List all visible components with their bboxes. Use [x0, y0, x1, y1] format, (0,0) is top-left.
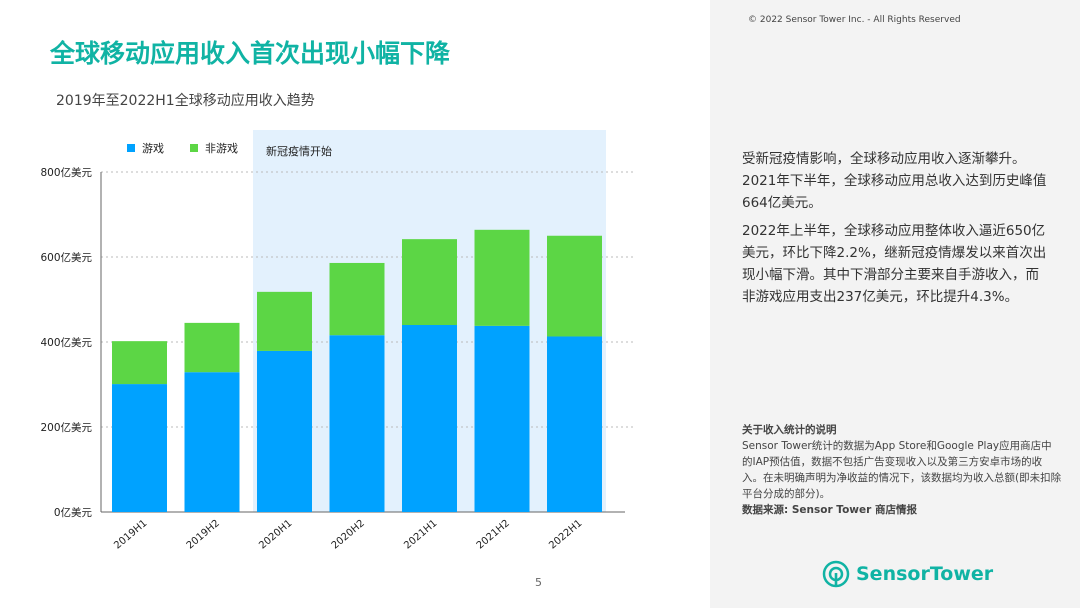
legend-non-games-swatch — [190, 144, 198, 152]
bar-games — [547, 336, 602, 512]
sensor-tower-logo: SensorTower — [822, 560, 993, 588]
bar-non-games — [329, 262, 385, 336]
bar-games — [474, 325, 530, 512]
note-source: 数据来源: Sensor Tower 商店情报 — [742, 504, 917, 516]
note-body: Sensor Tower统计的数据为App Store和Google Play应… — [742, 440, 1062, 500]
x-tick-label: 2020H1 — [257, 518, 294, 552]
x-tick-label: 2022H1 — [547, 518, 584, 552]
bar-games — [112, 384, 167, 512]
x-tick-label: 2021H2 — [475, 518, 512, 552]
legend-games-swatch — [127, 144, 135, 152]
page-title: 全球移动应用收入首次出现小幅下降 — [50, 39, 451, 68]
x-tick-label: 2021H1 — [402, 518, 439, 552]
logo-text: SensorTower — [856, 563, 994, 585]
bar-non-games — [257, 291, 312, 351]
chart-subtitle: 2019年至2022H1全球移动应用收入趋势 — [56, 93, 315, 109]
page-number: 5 — [535, 576, 542, 589]
sensor-tower-logo-icon — [822, 560, 850, 588]
bar-games — [257, 350, 312, 512]
x-tick-label: 2019H2 — [185, 518, 222, 552]
y-tick-label: 200亿美元 — [40, 421, 92, 434]
covid-annotation-label: 新冠疫情开始 — [266, 144, 332, 158]
x-tick-label: 2020H2 — [330, 518, 367, 552]
note-heading: 关于收入统计的说明 — [742, 424, 837, 436]
revenue-note: 关于收入统计的说明 Sensor Tower统计的数据为App Store和Go… — [742, 422, 1062, 518]
paragraph-2: 2022年上半年，全球移动应用整体收入逼近650亿美元，环比下降2.2%，继新冠… — [742, 223, 1047, 305]
bar-non-games — [474, 229, 530, 326]
bar-games — [402, 325, 457, 512]
y-tick-label: 400亿美元 — [40, 336, 92, 349]
stacked-bar-chart: 新冠疫情开始 0亿美元 200亿美元 400亿美元 600亿美元 800亿美元 2019H1… — [40, 130, 635, 552]
bar-non-games — [184, 322, 240, 373]
y-tick-label: 600亿美元 — [40, 251, 92, 264]
bar-non-games — [402, 239, 457, 325]
bar-games — [184, 372, 240, 512]
side-panel — [710, 0, 1080, 608]
y-tick-label: 800亿美元 — [40, 166, 92, 179]
bar-non-games — [112, 341, 167, 385]
paragraph-1: 受新冠疫情影响，全球移动应用收入逐渐攀升。2021年下半年，全球移动应用总收入达… — [742, 151, 1047, 211]
legend-non-games-label: 非游戏 — [205, 142, 238, 155]
bar-games — [329, 335, 385, 512]
bar-non-games — [547, 235, 602, 337]
legend-games-label: 游戏 — [142, 142, 164, 155]
copyright: © 2022 Sensor Tower Inc. - All Rights Re… — [748, 15, 961, 25]
y-tick-label: 0亿美元 — [54, 506, 93, 519]
x-tick-label: 2019H1 — [112, 518, 149, 552]
